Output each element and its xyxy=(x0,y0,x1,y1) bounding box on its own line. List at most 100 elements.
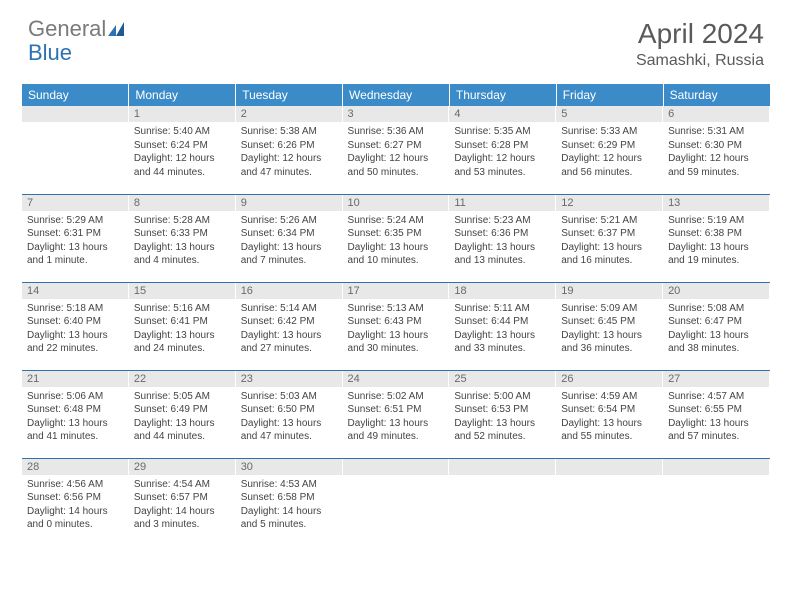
daylight-line: Daylight: 13 hours and 10 minutes. xyxy=(348,241,445,268)
daylight-line: Daylight: 13 hours and 13 minutes. xyxy=(454,241,551,268)
day-details: Sunrise: 5:23 AMSunset: 6:36 PMDaylight:… xyxy=(449,211,556,271)
calendar-body: 1Sunrise: 5:40 AMSunset: 6:24 PMDaylight… xyxy=(22,106,770,546)
weekday-header: Tuesday xyxy=(236,84,343,106)
day-number: 13 xyxy=(663,195,770,211)
logo: GeneralBlue xyxy=(28,18,126,64)
calendar-cell: 5Sunrise: 5:33 AMSunset: 6:29 PMDaylight… xyxy=(556,106,663,194)
calendar-cell: 22Sunrise: 5:05 AMSunset: 6:49 PMDayligh… xyxy=(129,370,236,458)
header: GeneralBlue April 2024 Samashki, Russia xyxy=(0,0,792,78)
day-details: Sunrise: 5:14 AMSunset: 6:42 PMDaylight:… xyxy=(236,299,343,359)
calendar-cell: 28Sunrise: 4:56 AMSunset: 6:56 PMDayligh… xyxy=(22,458,129,546)
day-number: 24 xyxy=(343,371,450,387)
sunrise-line: Sunrise: 5:05 AM xyxy=(134,390,231,404)
logo-text-2: Blue xyxy=(28,40,72,65)
calendar-cell: 7Sunrise: 5:29 AMSunset: 6:31 PMDaylight… xyxy=(22,194,129,282)
daylight-line: Daylight: 12 hours and 47 minutes. xyxy=(241,152,338,179)
calendar-cell: 19Sunrise: 5:09 AMSunset: 6:45 PMDayligh… xyxy=(556,282,663,370)
daylight-line: Daylight: 13 hours and 4 minutes. xyxy=(134,241,231,268)
day-number: 6 xyxy=(663,106,770,122)
calendar-cell: 26 Sunrise: 4:59 AMSunset: 6:54 PMDayligh… xyxy=(556,370,663,458)
day-details: Sunrise: 5:08 AMSunset: 6:47 PMDaylight:… xyxy=(663,299,770,359)
day-number: 20 xyxy=(663,283,770,299)
day-number: 11 xyxy=(449,195,556,211)
weekday-header: Wednesday xyxy=(343,84,450,106)
calendar-cell: 12Sunrise: 5:21 AMSunset: 6:37 PMDayligh… xyxy=(556,194,663,282)
day-details: Sunrise: 4:57 AMSunset: 6:55 PMDaylight:… xyxy=(663,387,770,447)
sunrise-line: Sunrise: 4:59 AM xyxy=(561,390,658,404)
daylight-line: Daylight: 12 hours and 59 minutes. xyxy=(668,152,765,179)
calendar-cell: 27Sunrise: 4:57 AMSunset: 6:55 PMDayligh… xyxy=(663,370,770,458)
day-number: 23 xyxy=(236,371,343,387)
day-details: Sunrise: 5:38 AMSunset: 6:26 PMDaylight:… xyxy=(236,122,343,182)
calendar-cell: 3Sunrise: 5:36 AMSunset: 6:27 PMDaylight… xyxy=(343,106,450,194)
daylight-line: Daylight: 14 hours and 3 minutes. xyxy=(134,505,231,532)
sunset-line: Sunset: 6:27 PM xyxy=(348,139,445,153)
sunrise-line: Sunrise: 5:38 AM xyxy=(241,125,338,139)
sunrise-line: Sunrise: 5:40 AM xyxy=(134,125,231,139)
logo-text-1: General xyxy=(28,16,106,41)
daylight-line: Daylight: 13 hours and 22 minutes. xyxy=(27,329,124,356)
sunset-line: Sunset: 6:50 PM xyxy=(241,403,338,417)
day-details: Sunrise: 5:03 AMSunset: 6:50 PMDaylight:… xyxy=(236,387,343,447)
daylight-line: Daylight: 13 hours and 52 minutes. xyxy=(454,417,551,444)
sunrise-line: Sunrise: 5:33 AM xyxy=(561,125,658,139)
day-details: Sunrise: 5:28 AMSunset: 6:33 PMDaylight:… xyxy=(129,211,236,271)
daylight-line: Daylight: 12 hours and 53 minutes. xyxy=(454,152,551,179)
sunset-line: Sunset: 6:41 PM xyxy=(134,315,231,329)
sunrise-line: Sunrise: 5:28 AM xyxy=(134,214,231,228)
day-details: Sunrise: 5:40 AMSunset: 6:24 PMDaylight:… xyxy=(129,122,236,182)
sunset-line: Sunset: 6:34 PM xyxy=(241,227,338,241)
daylight-line: Daylight: 13 hours and 30 minutes. xyxy=(348,329,445,356)
day-number: 9 xyxy=(236,195,343,211)
title-block: April 2024 Samashki, Russia xyxy=(636,18,764,70)
daylight-line: Daylight: 13 hours and 7 minutes. xyxy=(241,241,338,268)
daylight-line: Daylight: 12 hours and 50 minutes. xyxy=(348,152,445,179)
calendar-cell xyxy=(449,458,556,546)
day-details: Sunrise: 5:24 AMSunset: 6:35 PMDaylight:… xyxy=(343,211,450,271)
daylight-line: Daylight: 13 hours and 33 minutes. xyxy=(454,329,551,356)
day-details: Sunrise: 5:36 AMSunset: 6:27 PMDaylight:… xyxy=(343,122,450,182)
sunset-line: Sunset: 6:48 PM xyxy=(27,403,124,417)
day-details: Sunrise: 5:31 AMSunset: 6:30 PMDaylight:… xyxy=(663,122,770,182)
sunset-line: Sunset: 6:55 PM xyxy=(668,403,765,417)
sunset-line: Sunset: 6:57 PM xyxy=(134,491,231,505)
calendar-cell: 1Sunrise: 5:40 AMSunset: 6:24 PMDaylight… xyxy=(129,106,236,194)
calendar-table: SundayMondayTuesdayWednesdayThursdayFrid… xyxy=(22,84,770,546)
daylight-line: Daylight: 13 hours and 55 minutes. xyxy=(561,417,658,444)
weekday-header: Monday xyxy=(129,84,236,106)
day-number: 21 xyxy=(22,371,129,387)
sunrise-line: Sunrise: 4:53 AM xyxy=(241,478,338,492)
day-number-empty xyxy=(556,459,663,475)
sunset-line: Sunset: 6:58 PM xyxy=(241,491,338,505)
daylight-line: Daylight: 13 hours and 19 minutes. xyxy=(668,241,765,268)
day-details: Sunrise: 5:00 AMSunset: 6:53 PMDaylight:… xyxy=(449,387,556,447)
sunset-line: Sunset: 6:53 PM xyxy=(454,403,551,417)
sunset-line: Sunset: 6:54 PM xyxy=(561,403,658,417)
calendar-cell: 10Sunrise: 5:24 AMSunset: 6:35 PMDayligh… xyxy=(343,194,450,282)
day-details: Sunrise: 5:33 AMSunset: 6:29 PMDaylight:… xyxy=(556,122,663,182)
daylight-line: Daylight: 13 hours and 1 minute. xyxy=(27,241,124,268)
day-number: 15 xyxy=(129,283,236,299)
sunrise-line: Sunrise: 5:24 AM xyxy=(348,214,445,228)
sunrise-line: Sunrise: 5:03 AM xyxy=(241,390,338,404)
daylight-line: Daylight: 13 hours and 44 minutes. xyxy=(134,417,231,444)
day-number-empty xyxy=(22,106,129,122)
day-details: Sunrise: 5:21 AMSunset: 6:37 PMDaylight:… xyxy=(556,211,663,271)
sunset-line: Sunset: 6:43 PM xyxy=(348,315,445,329)
sunset-line: Sunset: 6:26 PM xyxy=(241,139,338,153)
daylight-line: Daylight: 13 hours and 47 minutes. xyxy=(241,417,338,444)
day-number: 26 xyxy=(556,371,663,387)
day-number: 16 xyxy=(236,283,343,299)
sunrise-line: Sunrise: 4:57 AM xyxy=(668,390,765,404)
day-number: 10 xyxy=(343,195,450,211)
calendar-cell: 18Sunrise: 5:11 AMSunset: 6:44 PMDayligh… xyxy=(449,282,556,370)
sunset-line: Sunset: 6:51 PM xyxy=(348,403,445,417)
daylight-line: Daylight: 14 hours and 0 minutes. xyxy=(27,505,124,532)
day-number-empty xyxy=(663,459,770,475)
day-number: 7 xyxy=(22,195,129,211)
sunrise-line: Sunrise: 5:19 AM xyxy=(668,214,765,228)
day-details: Sunrise: 5:35 AMSunset: 6:28 PMDaylight:… xyxy=(449,122,556,182)
day-number: 12 xyxy=(556,195,663,211)
calendar-cell: 6Sunrise: 5:31 AMSunset: 6:30 PMDaylight… xyxy=(663,106,770,194)
sunrise-line: Sunrise: 4:56 AM xyxy=(27,478,124,492)
